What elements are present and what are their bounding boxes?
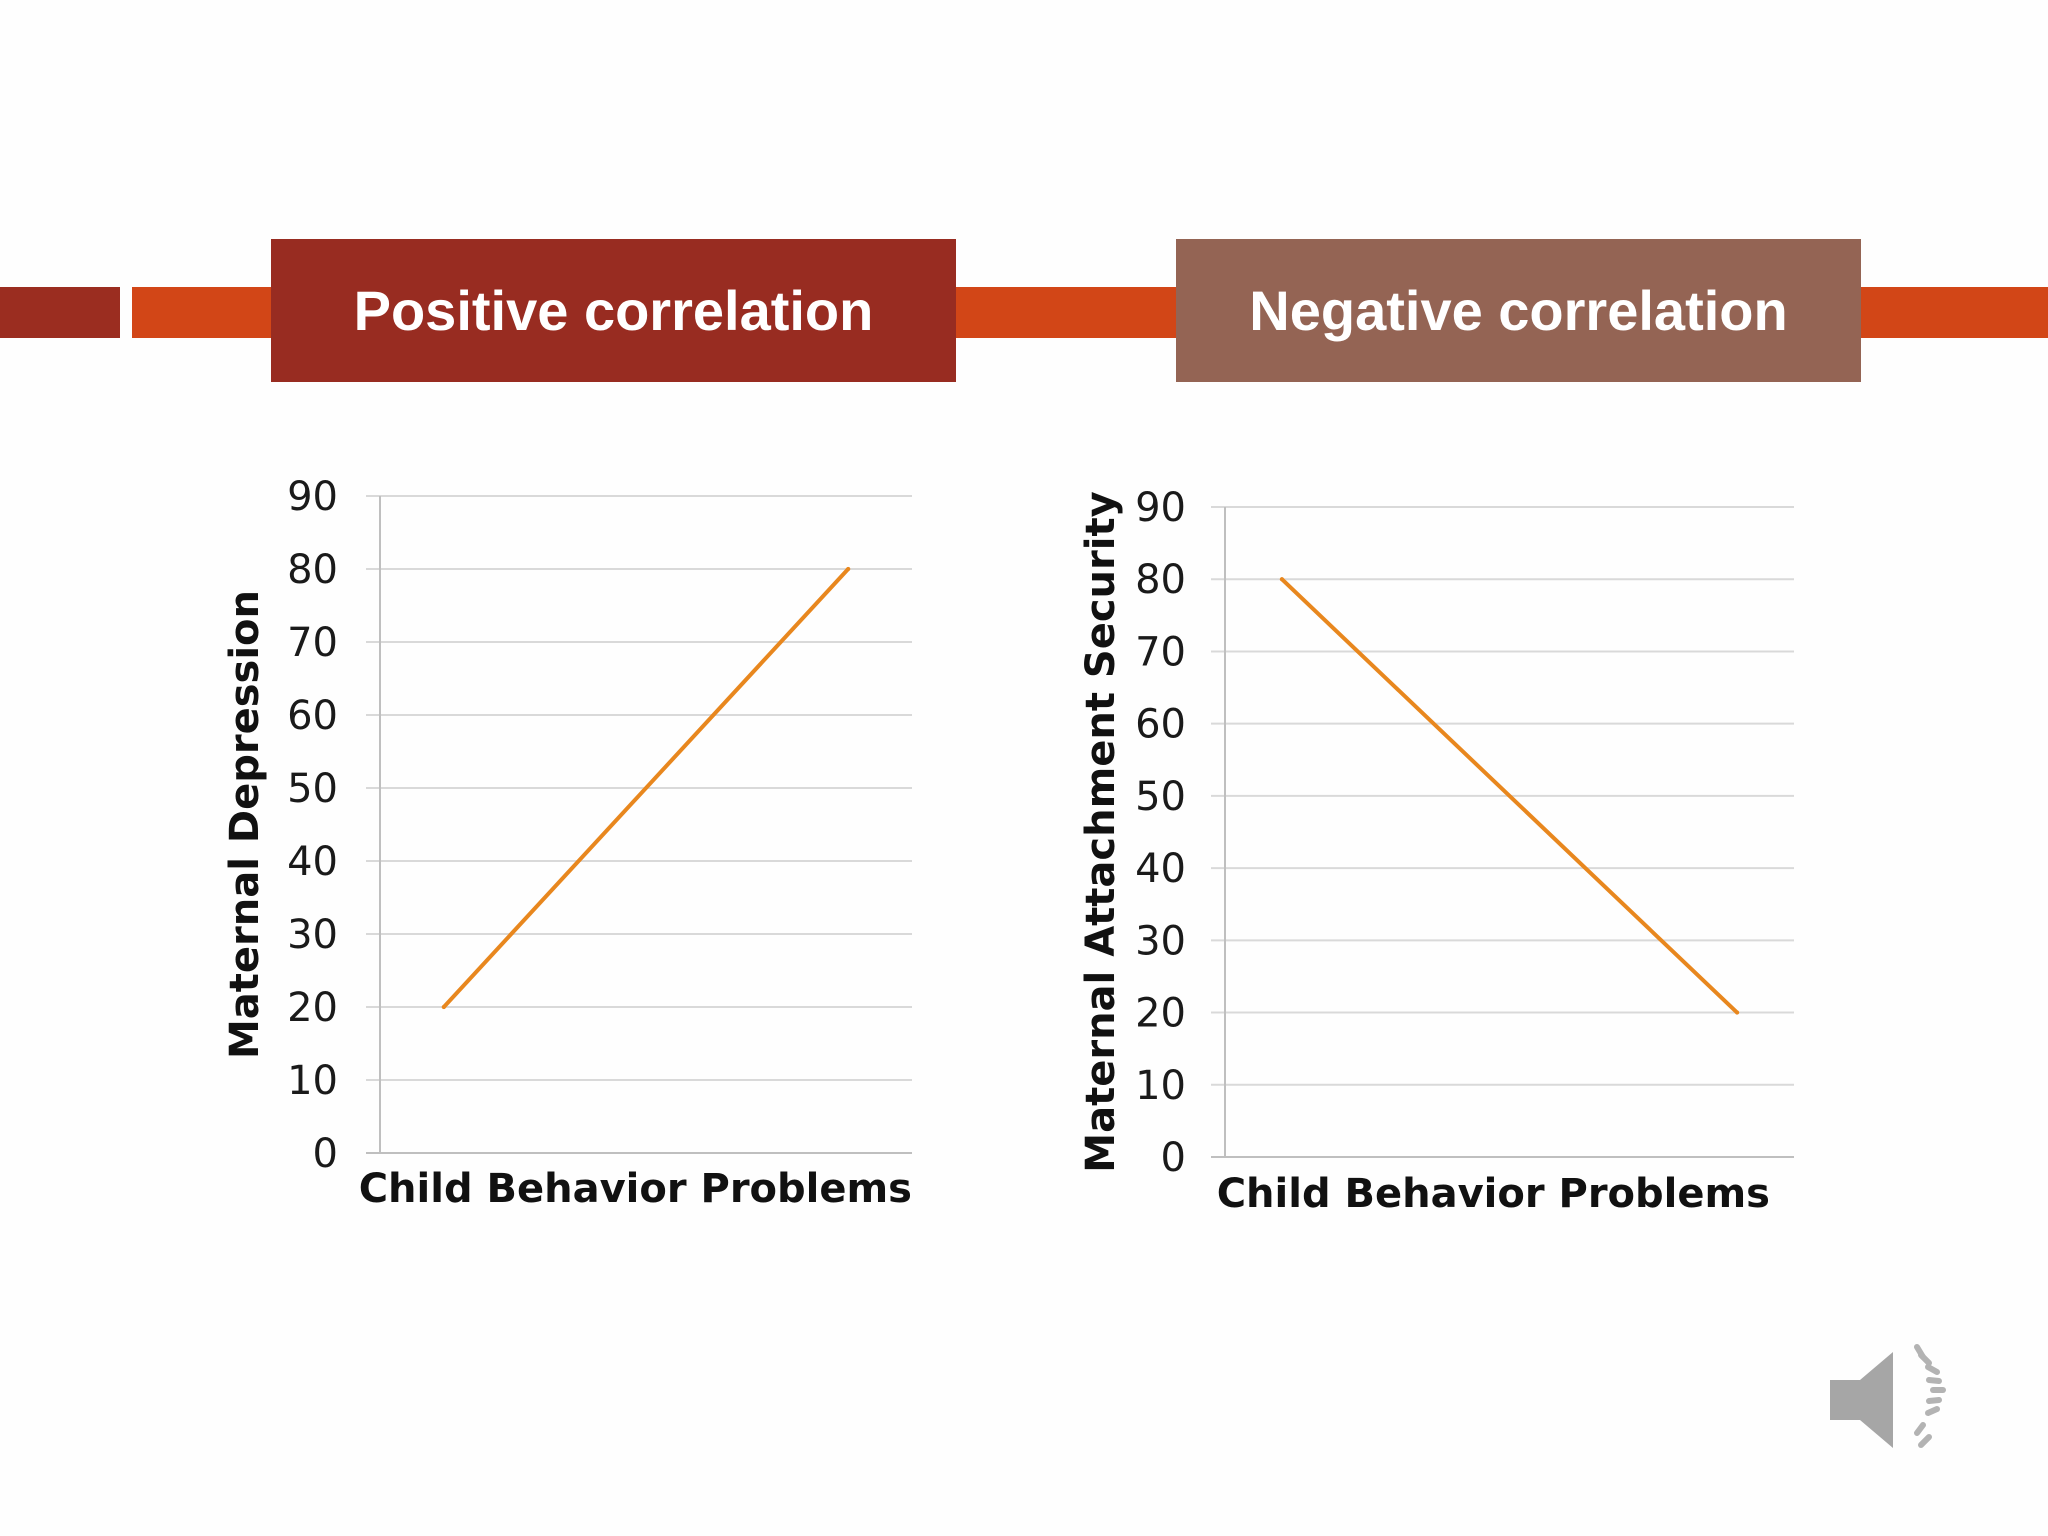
negative-correlation-chart: 0 10 20 30 40 50 60 70 80 90 Child Behavior Proble…: [1078, 485, 1794, 1217]
data-point: [846, 567, 851, 571]
negative-correlation-title: Negative correlation: [1249, 279, 1788, 342]
y-tick-label: 20: [287, 985, 338, 1031]
positive-correlation-title: Positive correlation: [353, 279, 874, 342]
y-tick-label: 10: [287, 1058, 338, 1104]
y-tick-label: 80: [287, 547, 338, 593]
y-tick-label: 40: [1135, 846, 1186, 892]
speaker-icon[interactable]: [1825, 1335, 1965, 1465]
y-tick-label: 80: [1135, 557, 1186, 603]
y-tick-label: 60: [287, 693, 338, 739]
series-line: [441, 567, 851, 1009]
sound-waves: [1914, 1344, 1946, 1448]
x-axis-label: Child Behavior Problems: [1217, 1171, 1770, 1217]
y-tick-label: 0: [313, 1131, 338, 1177]
negative-correlation-header: Negative correlation: [1176, 239, 1861, 382]
y-axis-label: Maternal Depression: [222, 590, 268, 1059]
series-line: [1279, 577, 1740, 1015]
data-point: [441, 1005, 446, 1009]
y-tick-label: 30: [287, 912, 338, 958]
y-tick-label: 10: [1135, 1063, 1186, 1109]
y-tick-label: 90: [1135, 485, 1186, 531]
y-tick-label: 50: [1135, 774, 1186, 820]
y-tick-label: 90: [287, 474, 338, 520]
x-axis-label: Child Behavior Problems: [359, 1166, 912, 1212]
y-tick-label: 70: [1135, 629, 1186, 675]
y-tick-label: 40: [287, 839, 338, 885]
positive-correlation-header: Positive correlation: [271, 239, 956, 382]
data-point: [1735, 1010, 1740, 1015]
y-axis-label: Maternal Attachment Security: [1078, 491, 1124, 1172]
decor-band-left: [0, 287, 120, 338]
speaker-body: [1830, 1352, 1893, 1448]
y-tick-label: 70: [287, 620, 338, 666]
y-tick-label: 30: [1135, 918, 1186, 964]
y-tick-label: 0: [1161, 1135, 1186, 1181]
y-tick-label: 60: [1135, 702, 1186, 748]
data-point: [1279, 577, 1284, 582]
y-tick-label: 20: [1135, 991, 1186, 1037]
y-tick-label: 50: [287, 766, 338, 812]
positive-correlation-chart: 0 10 20 30 40 50 60 70 80 90 Child Behavior Proble…: [222, 474, 912, 1212]
